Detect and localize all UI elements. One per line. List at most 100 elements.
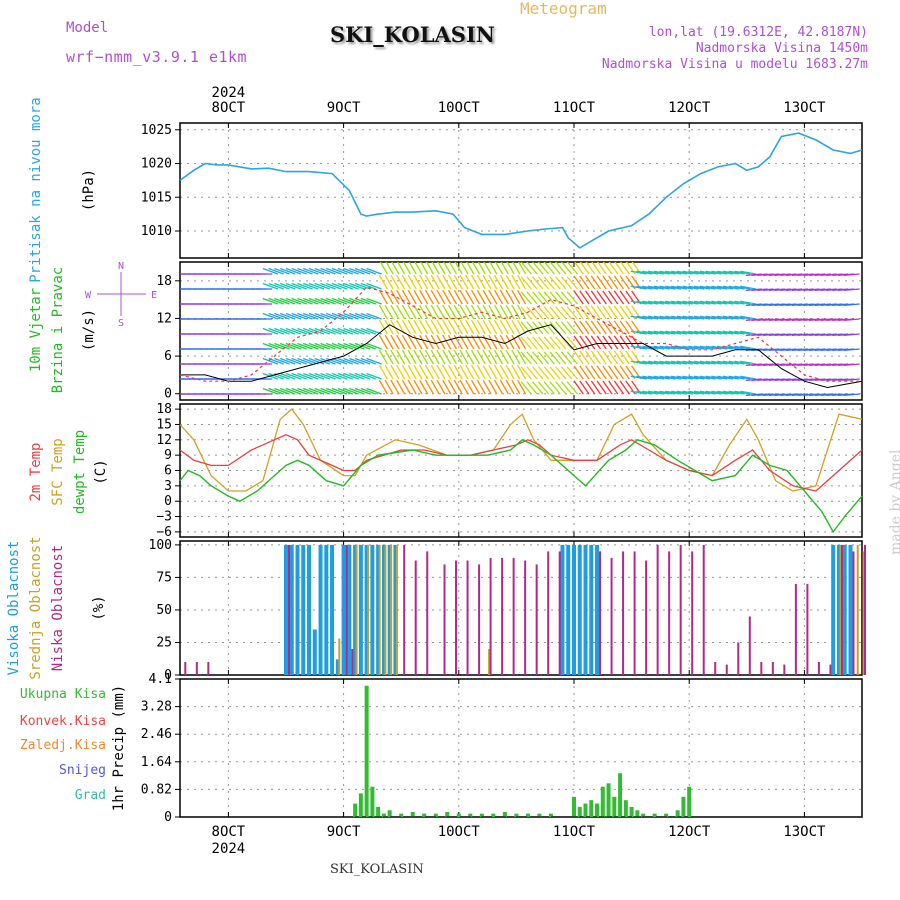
wind-barb [642, 315, 659, 320]
wind-barb [608, 290, 619, 305]
wind-barb [630, 360, 647, 365]
wind-barb [843, 288, 860, 292]
wind-barb [499, 304, 509, 320]
wind-barb [688, 285, 705, 290]
cloud-bar-low [345, 544, 348, 675]
wind-barb [297, 372, 313, 380]
wind-barb [659, 315, 676, 320]
precip-bar [353, 803, 358, 817]
wind-barb [549, 366, 561, 380]
wind-barb [407, 304, 417, 320]
wind-barb [688, 270, 705, 275]
cloud-bar-high [848, 544, 853, 675]
wind-barb [555, 351, 567, 365]
wind-barb [396, 304, 406, 320]
wind-barb [320, 282, 336, 290]
wind-barb [543, 262, 555, 275]
wind-barb [430, 274, 440, 290]
wind-barb [279, 312, 296, 320]
y-tick-label: 0 [164, 494, 172, 509]
precip-bar [583, 803, 588, 817]
wind-barb [360, 342, 377, 350]
wind-barb [682, 300, 699, 305]
wind-barb [505, 274, 515, 290]
wind-barb [511, 289, 521, 305]
cloud-bar-low [455, 560, 458, 675]
year-label-bottom: 2024 [212, 841, 246, 857]
wind-barb [465, 289, 475, 305]
wind-barb [532, 291, 544, 305]
wind-barb [285, 312, 302, 320]
wind-barb [694, 360, 711, 365]
wind-barb [447, 349, 458, 365]
wind-barb [499, 319, 509, 335]
wind-barb [337, 297, 354, 305]
wind-barb [532, 381, 544, 395]
wind-barb [574, 262, 584, 275]
wind-barb [378, 319, 388, 335]
wind-barb [579, 380, 590, 395]
wind-barb [642, 285, 659, 290]
precip-legend-0: Ukupna Kisa [20, 687, 106, 702]
wind-barb [688, 390, 705, 395]
wind-barb [349, 327, 365, 335]
wind-barb [512, 262, 521, 275]
wind-barb [470, 379, 481, 395]
wind-barb [279, 327, 296, 335]
x-tick-label-bottom: 9OCT [327, 824, 361, 840]
precip-bar [629, 806, 634, 817]
wind-barb [407, 289, 417, 305]
cloud-bar-mid [395, 544, 398, 675]
wind-barb [453, 304, 463, 320]
wind-barb [717, 360, 734, 365]
wind-barb [430, 319, 440, 335]
wind-barb [566, 336, 578, 350]
cloud-bar-low [351, 648, 354, 675]
wind-barb [366, 312, 382, 320]
wind-barb [537, 291, 550, 305]
cloud-bar-high [836, 544, 841, 675]
wind-barb [460, 262, 469, 275]
wind-barb [476, 349, 486, 365]
wind-barb [636, 375, 653, 380]
wind-barb [291, 387, 307, 395]
wind-barb [337, 327, 354, 335]
temp-ylabel-2m: 2m Temp [28, 442, 44, 501]
x-tick-label-bottom: 12OCT [668, 824, 711, 840]
cloud-bar-low [535, 564, 538, 675]
cloud-bar-low [207, 661, 210, 675]
wind-barb [630, 375, 647, 380]
wind-barb [407, 334, 417, 350]
wind-barb [308, 297, 325, 305]
wind-barb [602, 275, 613, 290]
wind-barb [843, 363, 860, 367]
wind-barb [505, 319, 515, 335]
wind-barb [642, 330, 659, 335]
wind-barb [532, 336, 544, 350]
wind-barb [566, 321, 578, 335]
panel-pressure: 1010 1015 1020 1025 [141, 122, 863, 259]
wind-barb [337, 342, 354, 350]
compass-n: N [118, 261, 124, 272]
wind-barb [717, 300, 734, 305]
wind-barb [647, 390, 664, 395]
wind-barb [653, 270, 670, 275]
wind-barb [268, 267, 284, 275]
wind-barb [390, 379, 400, 395]
wind-barb [537, 336, 550, 350]
wind-barb [711, 345, 728, 350]
wind-barb [378, 304, 388, 320]
panel-wind: 0 6 12 18 [156, 261, 863, 402]
wind-barb [722, 270, 739, 275]
wind-barb [566, 306, 578, 320]
wind-barb [413, 349, 423, 365]
wind-barb [526, 351, 538, 365]
wind-barb [517, 334, 527, 350]
wind-barb [424, 274, 435, 290]
wind-barb [636, 270, 653, 275]
wind-barb [407, 349, 417, 365]
wind-barb [653, 390, 670, 395]
wind-barb [471, 262, 481, 275]
wind-barb [596, 275, 607, 290]
wind-barb [291, 327, 307, 335]
